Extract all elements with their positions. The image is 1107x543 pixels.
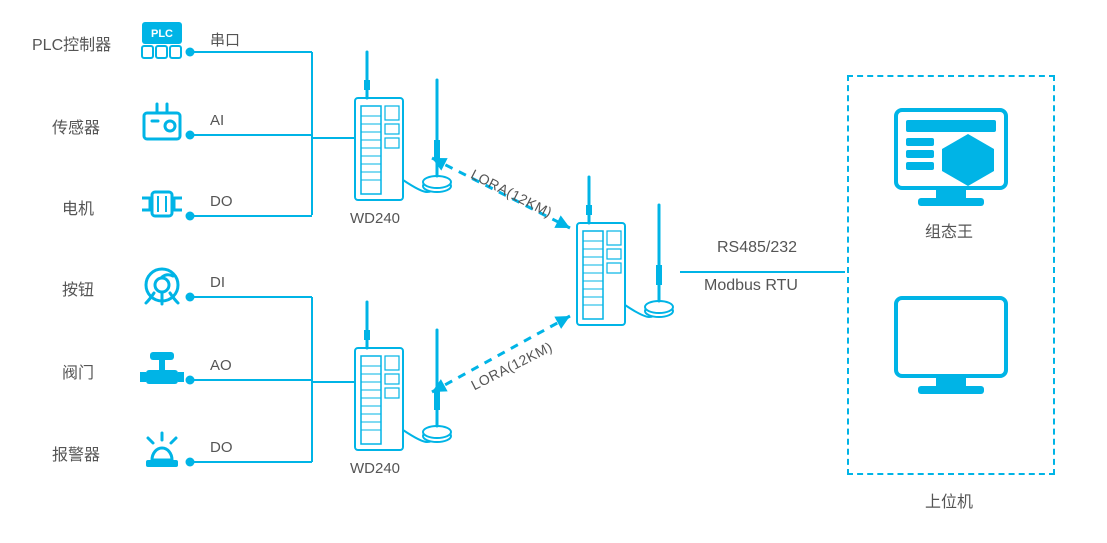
plc-icon: PLC — [140, 18, 184, 62]
diagram-canvas: PLC控制器 PLC 串口传感器 AI 电机 DO 按钮 — [0, 0, 1107, 543]
svg-text:PLC: PLC — [151, 28, 173, 40]
node-label-sensor: 传感器 — [52, 114, 100, 138]
device-label-wd240_bottom: WD240 — [350, 460, 400, 477]
right-top-label: 组态王 — [925, 218, 973, 242]
conn-label-valve: AO — [210, 357, 232, 374]
sensor-icon — [140, 101, 184, 145]
node-label-valve: 阀门 — [62, 359, 94, 383]
node-label-motor: 电机 — [62, 195, 94, 219]
right-link-label-bottom: Modbus RTU — [704, 277, 798, 295]
wd240-device-icon — [577, 177, 673, 325]
alarm-icon — [140, 428, 184, 472]
conn-label-plc: 串口 — [210, 29, 240, 50]
node-label-button: 按钮 — [62, 276, 94, 300]
conn-label-motor: DO — [210, 193, 233, 210]
device-label-wd240_top: WD240 — [350, 210, 400, 227]
motor-icon — [140, 182, 184, 226]
wd240-device-icon — [355, 302, 451, 450]
right-bottom-label: 上位机 — [925, 488, 973, 512]
node-label-alarm: 报警器 — [52, 441, 100, 465]
conn-label-sensor: AI — [210, 112, 224, 129]
valve-icon — [140, 346, 184, 390]
button-icon — [140, 263, 184, 307]
wd240-device-icon — [355, 52, 451, 200]
node-label-plc: PLC控制器 — [32, 31, 111, 55]
conn-label-alarm: DO — [210, 439, 233, 456]
conn-label-button: DI — [210, 274, 225, 291]
right-link-label-top: RS485/232 — [717, 239, 797, 257]
right-dashed-group — [847, 75, 1055, 475]
